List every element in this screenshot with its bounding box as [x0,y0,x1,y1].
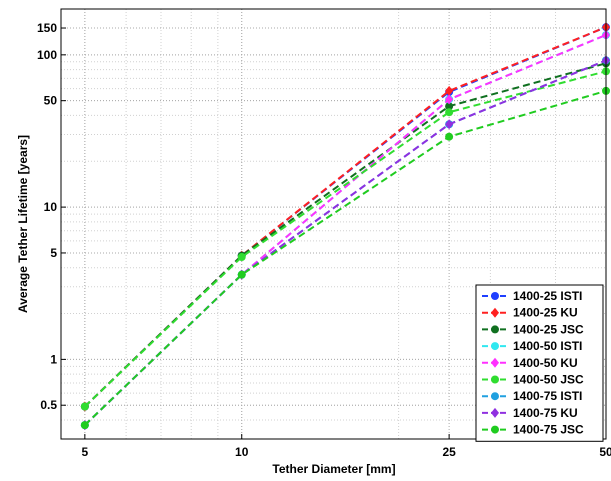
legend-item: 1400-25 KU [482,306,578,320]
series-line [84,89,607,426]
y-tick-label: 1 [50,352,57,366]
y-tick-label: 150 [37,21,57,35]
y-axis: 0.5 1 5 10 50 100 150 [37,21,66,412]
data-point [445,94,454,105]
legend-item: 1400-25 JSC [482,322,584,336]
legend-label: 1400-50 ISTI [513,339,582,353]
legend-label: 1400-50 KU [513,356,578,370]
x-tick-label: 50 [599,445,611,459]
legend-marker [491,292,499,300]
legend-label: 1400-25 JSC [513,322,584,336]
legend-marker [491,425,499,434]
x-axis-label: Tether Diameter [mm] [272,462,395,476]
series-line [84,26,607,408]
legend-label: 1400-75 KU [513,406,578,420]
data-point [80,421,89,430]
y-axis-label: Average Tether Lifetime [years] [16,135,30,313]
data-point [445,132,454,141]
series-line [84,62,607,408]
y-tick-label: 10 [44,200,58,214]
legend-label: 1400-75 ISTI [513,389,582,403]
y-tick-label: 100 [37,48,57,62]
grid [61,8,607,440]
data-point [237,270,246,279]
legend-item: 1400-25 ISTI [482,289,582,303]
data-point [80,402,89,411]
legend-label: 1400-25 KU [513,306,578,320]
legend: 1400-25 ISTI 1400-25 KU 1400-25 JSC 1400-50… [475,284,604,442]
data-point [445,85,454,96]
x-tick-label: 10 [235,445,249,459]
data-point [237,253,246,262]
legend-item: 1400-50 ISTI [482,339,582,353]
series-line [84,70,607,408]
legend-item: 1400-50 KU [482,356,578,370]
legend-label: 1400-25 ISTI [513,289,582,303]
legend-item: 1400-75 JSC [482,423,584,437]
x-tick-label: 25 [442,445,456,459]
legend-marker [491,357,499,368]
legend-label: 1400-50 JSC [513,373,584,387]
plot-frame [60,8,607,440]
legend-marker [491,307,499,318]
series-line [84,34,607,426]
data-point [445,102,454,111]
legend-marker [491,392,499,401]
legend-item: 1400-75 ISTI [482,389,582,403]
series-layer [80,22,610,431]
y-tick-label: 5 [50,246,57,260]
series-line [84,59,607,426]
y-tick-label: 50 [44,94,58,108]
data-point [445,119,454,130]
x-tick-label: 5 [82,445,89,459]
legend-marker [491,375,499,384]
legend-marker [491,325,499,334]
legend-item: 1400-50 JSC [482,373,584,387]
data-point [445,108,454,117]
legend-item: 1400-75 KU [482,406,578,420]
legend-label: 1400-75 JSC [513,423,584,437]
legend-marker [491,342,499,351]
legend-marker [491,407,499,418]
x-axis: 5 10 25 50 [82,434,611,459]
y-tick-label: 0.5 [40,398,57,412]
